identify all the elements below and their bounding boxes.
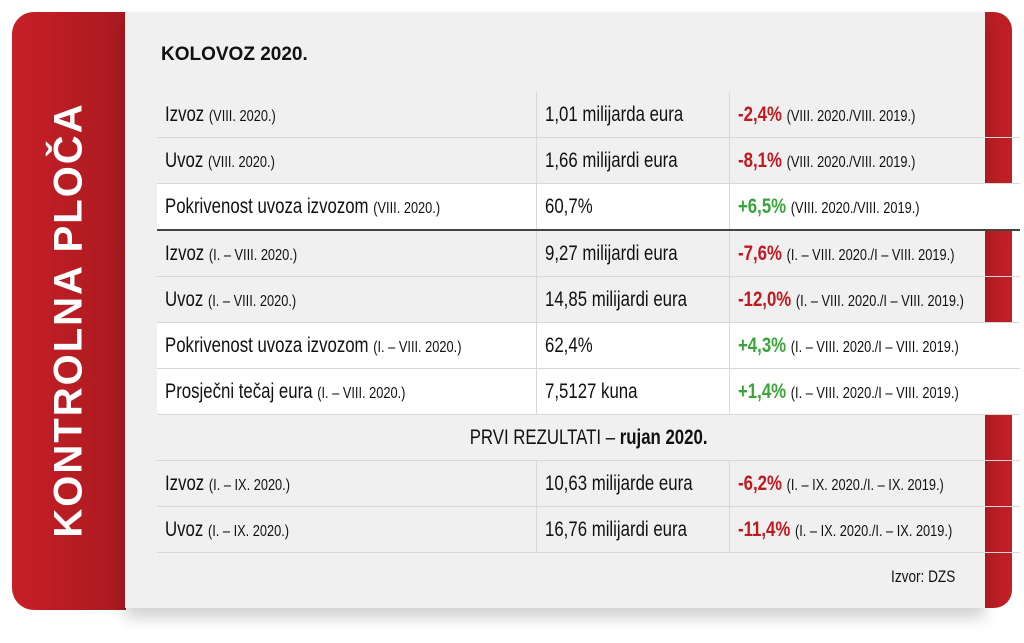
label-cell: Uvoz (I. – VIII. 2020.) xyxy=(157,276,537,323)
row-value: 16,76 milijardi eura xyxy=(544,517,687,541)
value-cell: 16,76 milijardi eura xyxy=(535,506,730,553)
value-cell: 10,63 milijarde eura xyxy=(535,460,730,507)
row-change: +1,4% xyxy=(738,379,787,403)
row-compare: (I. – IX. 2020./I. – IX. 2019.) xyxy=(795,522,953,540)
change-cell: -12,0% (I. – VIII. 2020./I – VIII. 2019.… xyxy=(729,276,1021,323)
row-change: -8,1% xyxy=(738,148,782,172)
label-cell: Pokrivenost uvoza izvozom (VIII. 2020.) xyxy=(157,183,537,231)
row-value: 60,7% xyxy=(544,194,593,218)
table-row: Uvoz (I. – IX. 2020.) 16,76 milijardi eur… xyxy=(157,506,1021,553)
label-cell: Pokrivenost uvoza izvozom (I. – VIII. 20… xyxy=(157,322,537,369)
section-title: PRVI REZULTATI – rujan 2020. xyxy=(157,414,1021,461)
heading: KOLOVOZ 2020. xyxy=(161,44,308,65)
row-compare: (I. – IX. 2020./I. – IX. 2019.) xyxy=(786,476,944,494)
row-compare: (I. – VIII. 2020./I – VIII. 2019.) xyxy=(790,384,959,402)
section-header-row: PRVI REZULTATI – rujan 2020. xyxy=(157,414,1021,461)
change-cell: -8,1% (VIII. 2020./VIII. 2019.) xyxy=(729,137,1021,184)
label-cell: Izvoz (VIII. 2020.) xyxy=(157,92,537,138)
label-cell: Izvoz (I. – VIII. 2020.) xyxy=(157,230,537,277)
change-cell: +4,3% (I. – VIII. 2020./I – VIII. 2019.) xyxy=(729,322,1021,369)
dashboard-card: KOLOVOZ 2020. Izvoz (VIII. 2020.) 1,01 mi… xyxy=(125,12,1021,608)
value-cell: 9,27 milijardi eura xyxy=(535,230,730,277)
row-label: Pokrivenost uvoza izvozom xyxy=(165,333,369,357)
row-change: -6,2% xyxy=(738,471,782,495)
row-change: -7,6% xyxy=(738,241,782,265)
row-change: -12,0% xyxy=(738,287,792,311)
table-row: Uvoz (I. – VIII. 2020.) 14,85 milijardi e… xyxy=(157,276,1021,323)
value-cell: 1,66 milijardi eura xyxy=(535,137,730,184)
row-label: Izvoz xyxy=(165,471,205,495)
table-row: Izvoz (I. – VIII. 2020.) 9,27 milijardi e… xyxy=(157,230,1021,277)
label-cell: Prosječni tečaj eura (I. – VIII. 2020.) xyxy=(157,368,537,415)
value-cell: 7,5127 kuna xyxy=(535,368,730,415)
source-note: Izvor: DZS xyxy=(890,567,955,586)
label-cell: Uvoz (I. – IX. 2020.) xyxy=(157,506,537,553)
table-row: Pokrivenost uvoza izvozom (I. – VIII. 20… xyxy=(157,322,1021,369)
change-cell: +1,4% (I. – VIII. 2020./I – VIII. 2019.) xyxy=(729,368,1021,415)
change-cell: -11,4% (I. – IX. 2020./I. – IX. 2019.) xyxy=(729,506,1021,553)
table-row: Prosječni tečaj eura (I. – VIII. 2020.) 7… xyxy=(157,368,1021,415)
row-label: Uvoz xyxy=(165,287,204,311)
row-label: Izvoz xyxy=(165,102,205,126)
row-period: (VIII. 2020.) xyxy=(208,107,276,125)
row-value: 62,4% xyxy=(544,333,593,357)
row-period: (I. – VIII. 2020.) xyxy=(373,338,462,356)
section-title-main: PRVI REZULTATI xyxy=(469,425,602,449)
change-cell: +6,5% (VIII. 2020./VIII. 2019.) xyxy=(729,183,1021,231)
change-cell: -2,4% (VIII. 2020./VIII. 2019.) xyxy=(729,92,1021,138)
label-cell: Uvoz (VIII. 2020.) xyxy=(157,137,537,184)
row-value: 7,5127 kuna xyxy=(544,379,638,403)
change-cell: -7,6% (I. – VIII. 2020./I – VIII. 2019.) xyxy=(729,230,1021,277)
table-row: Pokrivenost uvoza izvozom (VIII. 2020.) 6… xyxy=(157,183,1021,231)
row-period: (VIII. 2020.) xyxy=(373,199,441,217)
row-label: Izvoz xyxy=(165,241,205,265)
row-value: 9,27 milijardi eura xyxy=(544,241,678,265)
row-label: Prosječni tečaj eura xyxy=(165,379,313,403)
row-period: (I. – VIII. 2020.) xyxy=(208,246,298,264)
row-label: Uvoz xyxy=(165,517,204,541)
row-change: -2,4% xyxy=(738,102,782,126)
side-title: KONTROLNA PLOČA xyxy=(46,102,91,538)
row-change: +4,3% xyxy=(738,333,787,357)
row-period: (I. – IX. 2020.) xyxy=(207,522,290,540)
row-value: 10,63 milijarde eura xyxy=(544,471,693,495)
value-cell: 60,7% xyxy=(535,183,730,231)
value-cell: 62,4% xyxy=(535,322,730,369)
value-cell: 14,85 milijardi eura xyxy=(535,276,730,323)
row-compare: (I. – VIII. 2020./I – VIII. 2019.) xyxy=(795,292,964,310)
row-period: (I. – VIII. 2020.) xyxy=(317,384,406,402)
table-row: Uvoz (VIII. 2020.) 1,66 milijardi eura -8,… xyxy=(157,137,1021,184)
stats-table: Izvoz (VIII. 2020.) 1,01 milijarda eura -2… xyxy=(157,92,1021,553)
row-period: (VIII. 2020.) xyxy=(207,153,275,171)
table-row: Izvoz (I. – IX. 2020.) 10,63 milijarde eu… xyxy=(157,460,1021,507)
row-label: Uvoz xyxy=(165,148,204,172)
section-title-dash: – xyxy=(601,425,620,449)
row-period: (I. – IX. 2020.) xyxy=(208,476,290,494)
label-cell: Izvoz (I. – IX. 2020.) xyxy=(157,460,537,507)
section-title-sub: rujan 2020. xyxy=(619,425,708,449)
row-compare: (VIII. 2020./VIII. 2019.) xyxy=(786,153,916,171)
row-value: 14,85 milijardi eura xyxy=(544,287,687,311)
row-compare: (I. – VIII. 2020./I – VIII. 2019.) xyxy=(790,338,959,356)
side-banner xyxy=(12,12,126,610)
row-change: +6,5% xyxy=(738,194,787,218)
row-label: Pokrivenost uvoza izvozom xyxy=(165,194,369,218)
row-value: 1,66 milijardi eura xyxy=(544,148,678,172)
row-change: -11,4% xyxy=(738,517,791,541)
row-value: 1,01 milijarda eura xyxy=(544,102,683,126)
row-period: (I. – VIII. 2020.) xyxy=(207,292,297,310)
row-compare: (VIII. 2020./VIII. 2019.) xyxy=(786,107,916,125)
table-row: Izvoz (VIII. 2020.) 1,01 milijarda eura -2… xyxy=(157,92,1021,138)
row-compare: (VIII. 2020./VIII. 2019.) xyxy=(790,199,920,217)
row-compare: (I. – VIII. 2020./I – VIII. 2019.) xyxy=(786,246,955,264)
value-cell: 1,01 milijarda eura xyxy=(535,92,730,138)
change-cell: -6,2% (I. – IX. 2020./I. – IX. 2019.) xyxy=(729,460,1021,507)
